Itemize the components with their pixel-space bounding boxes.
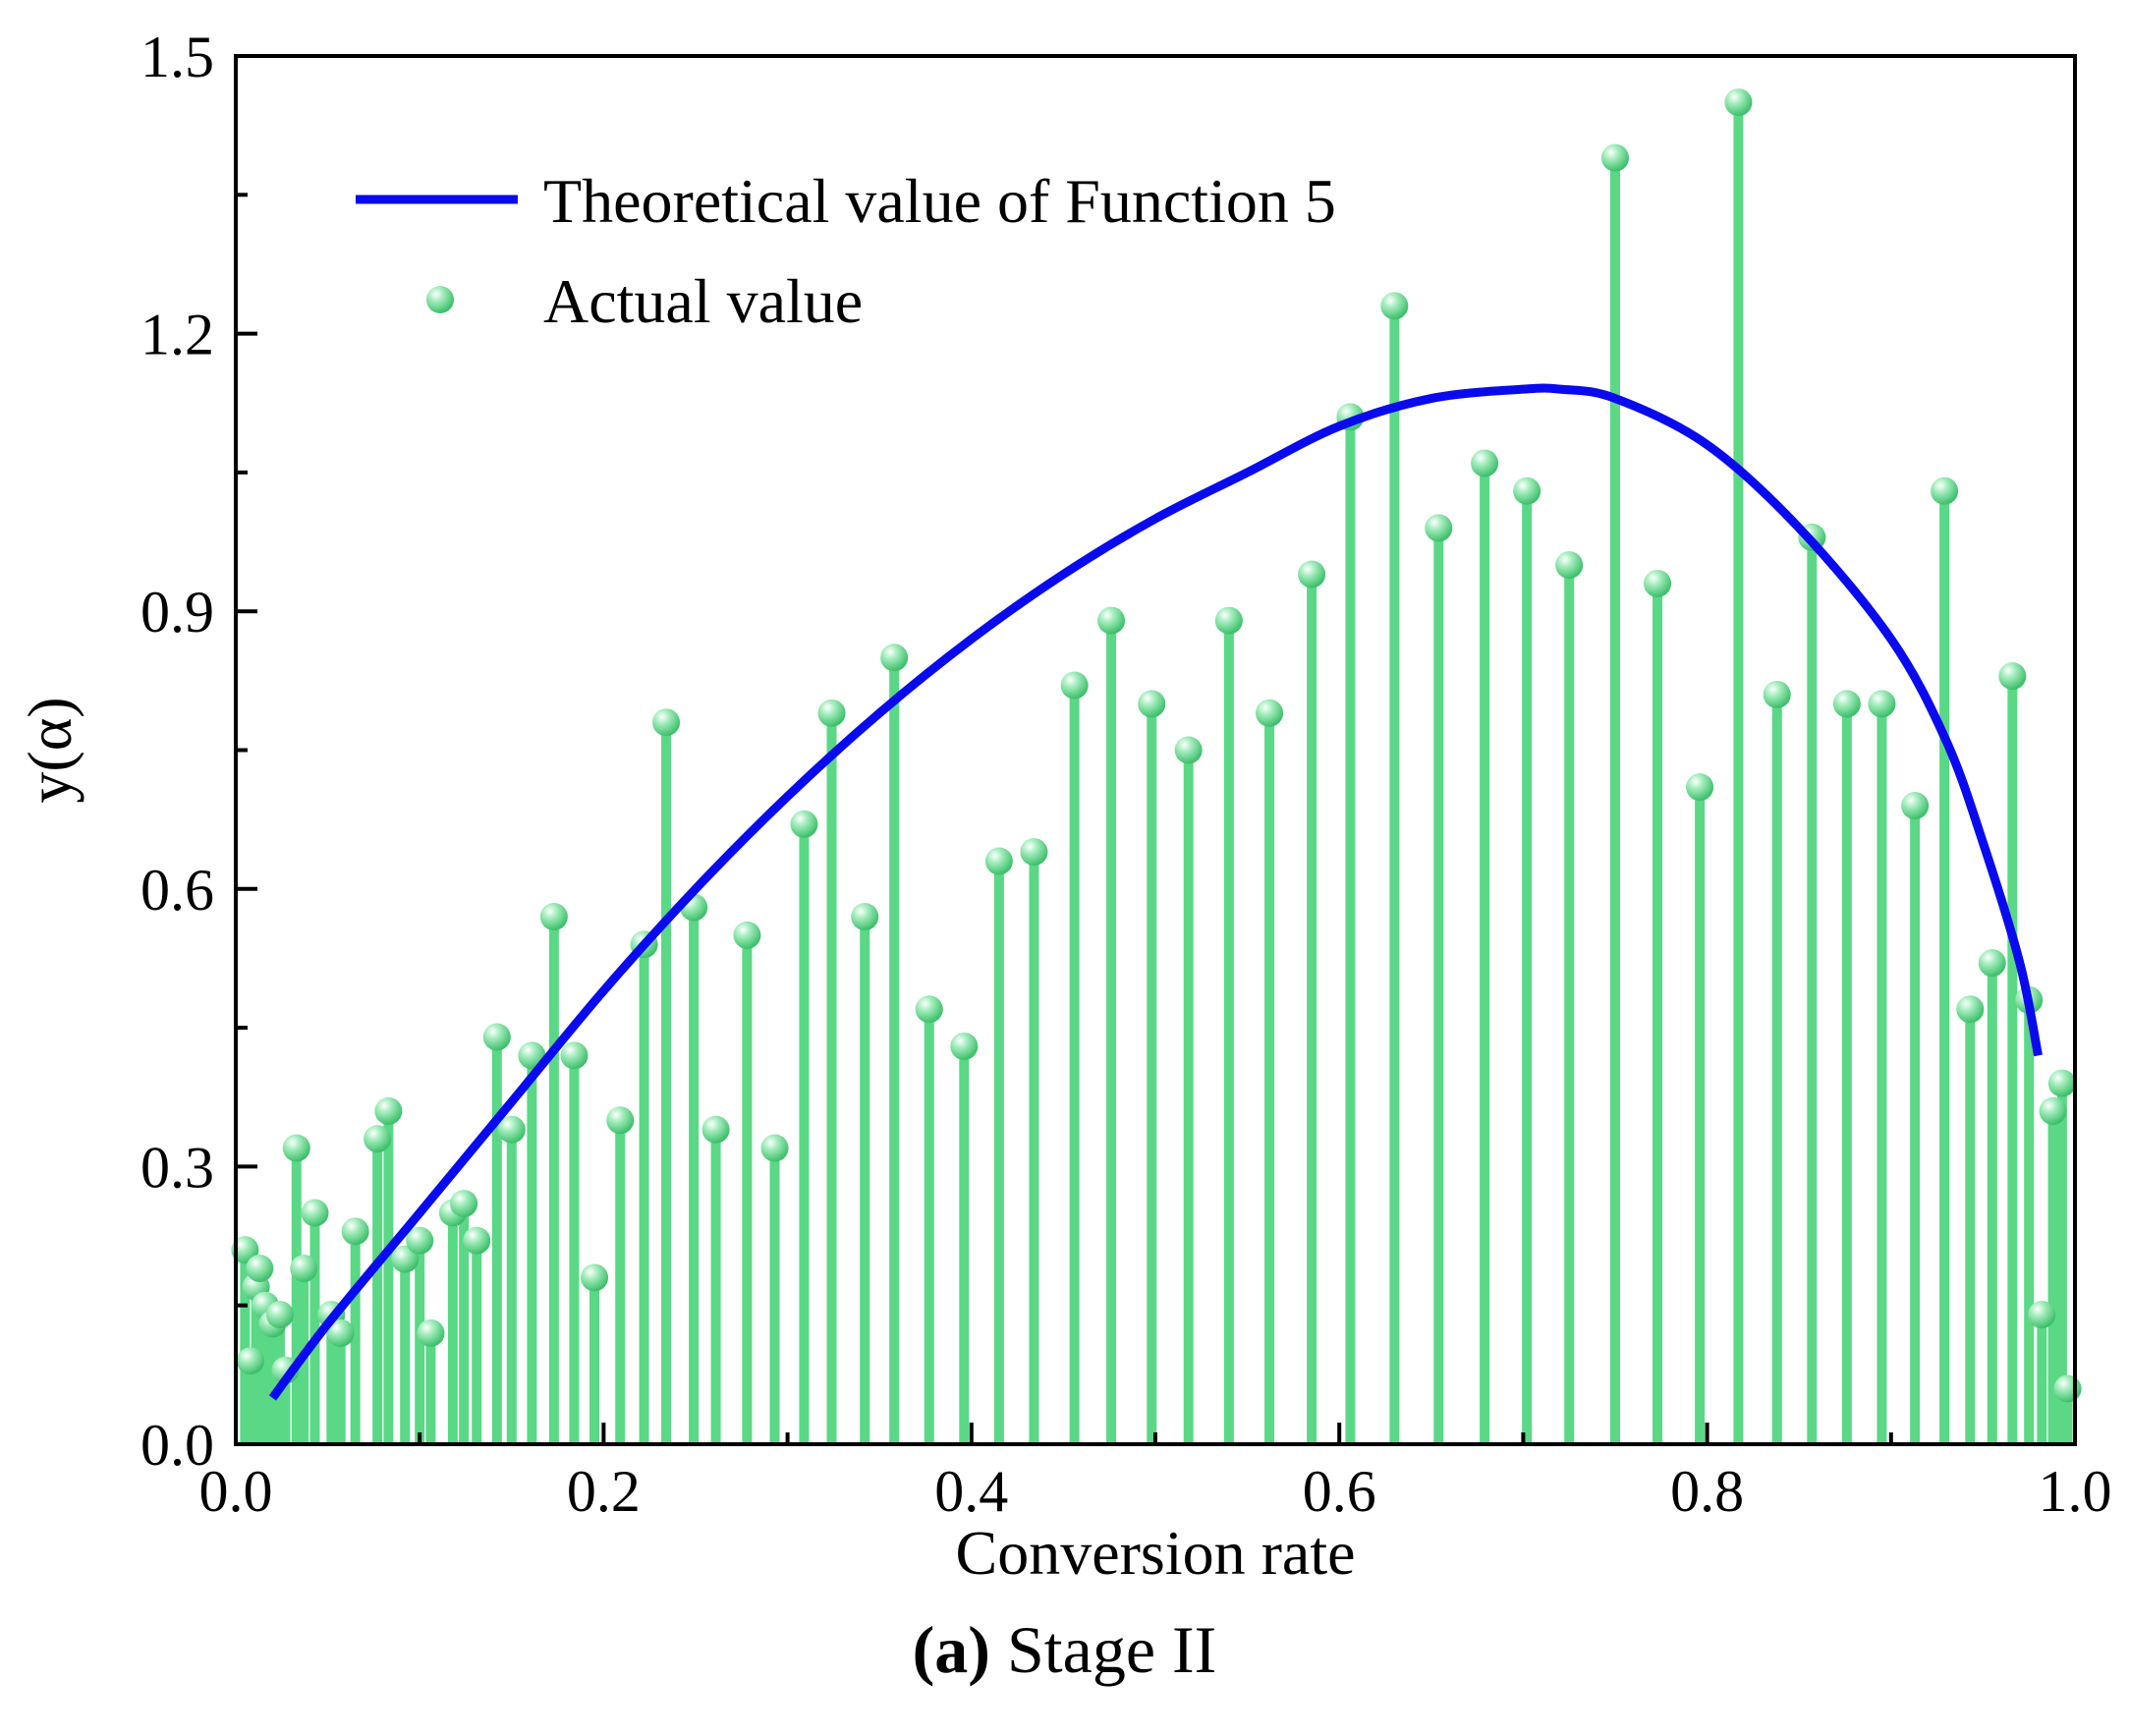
x-tick-label-2: 0.4 [934, 1459, 1008, 1524]
data-point-60 [1763, 680, 1791, 708]
data-point-57 [1644, 569, 1672, 597]
x-tick-label-1: 0.2 [567, 1459, 641, 1524]
data-point-34 [760, 1134, 789, 1162]
x-tick-label-4: 0.8 [1670, 1459, 1744, 1524]
data-point-16 [391, 1245, 420, 1273]
data-point-66 [1956, 995, 1985, 1024]
data-point-72 [2047, 1069, 2076, 1097]
figure-caption: (a) Stage II [0, 1611, 2129, 1689]
x-tick-label-0: 0.0 [199, 1459, 273, 1524]
data-point-47 [1214, 606, 1243, 635]
y-tick-label-3: 0.9 [140, 580, 214, 644]
data-point-8 [282, 1134, 310, 1162]
y-tick-label-2: 0.6 [140, 858, 214, 923]
data-point-14 [364, 1125, 392, 1153]
data-point-54 [1513, 476, 1541, 505]
stem-layer [231, 88, 2082, 1444]
data-point-9 [290, 1255, 318, 1283]
data-point-62 [1832, 690, 1861, 718]
caption-label: (a) [912, 1612, 990, 1687]
axis-ticks: 0.0 0.2 0.4 0.6 0.8 1.0 0.0 0.3 0.6 0.9 1.2 1.5 [140, 25, 2112, 1524]
data-point-45 [1138, 690, 1166, 718]
data-point-10 [301, 1199, 329, 1227]
x-tick-label-3: 0.6 [1303, 1459, 1376, 1524]
y-tick-label-1: 0.3 [140, 1135, 214, 1200]
data-point-64 [1901, 792, 1930, 820]
data-point-49 [1298, 560, 1326, 588]
data-point-1 [236, 1347, 264, 1375]
data-point-25 [539, 903, 568, 931]
theoretical-line-layer [268, 383, 2043, 1401]
data-point-55 [1555, 551, 1584, 580]
data-point-0 [231, 1236, 259, 1264]
data-point-51 [1380, 292, 1409, 320]
data-point-63 [1868, 690, 1896, 718]
data-point-59 [1724, 88, 1753, 117]
data-point-26 [560, 1041, 588, 1070]
data-point-13 [341, 1217, 369, 1246]
data-point-53 [1471, 449, 1499, 477]
data-point-73 [2053, 1374, 2082, 1403]
theoretical-line [268, 383, 2043, 1401]
data-point-30 [652, 708, 681, 737]
data-point-65 [1931, 476, 1959, 505]
x-tick-label-5: 1.0 [2039, 1459, 2112, 1524]
data-point-27 [581, 1263, 609, 1292]
data-point-3 [246, 1255, 274, 1283]
data-point-23 [497, 1115, 526, 1144]
data-point-38 [880, 644, 909, 672]
data-point-40 [950, 1032, 979, 1060]
data-point-33 [733, 921, 761, 949]
data-point-37 [851, 903, 879, 931]
data-point-44 [1097, 606, 1126, 635]
data-point-22 [482, 1023, 511, 1051]
data-point-67 [1978, 949, 2006, 978]
data-point-17 [406, 1226, 434, 1255]
data-point-21 [463, 1226, 491, 1255]
data-point-52 [1425, 514, 1453, 542]
legend-line-label: Theoretical value of Function 5 [543, 166, 1336, 236]
legend: Theoretical value of Function 5 Actual v… [356, 166, 1336, 336]
y-tick-label-0: 0.0 [140, 1413, 214, 1478]
data-point-6 [265, 1301, 294, 1329]
data-point-71 [2039, 1096, 2067, 1125]
data-point-39 [915, 995, 943, 1024]
data-point-43 [1060, 671, 1089, 700]
data-point-36 [817, 699, 846, 727]
data-point-48 [1256, 699, 1284, 727]
data-point-20 [450, 1190, 478, 1218]
y-axis-label: y(α) [15, 697, 84, 803]
data-point-28 [606, 1106, 635, 1135]
data-point-15 [374, 1096, 403, 1125]
caption-text: Stage II [989, 1612, 1217, 1687]
y-tick-label-4: 1.2 [140, 303, 214, 367]
data-point-58 [1686, 773, 1714, 802]
data-point-35 [790, 810, 818, 838]
data-point-70 [2028, 1301, 2056, 1329]
data-point-46 [1174, 736, 1203, 764]
data-point-12 [326, 1318, 355, 1347]
data-point-56 [1601, 143, 1629, 172]
legend-marker-label: Actual value [543, 266, 863, 336]
axis-labels: Conversion rate y(α) [15, 697, 1356, 1588]
x-axis-label: Conversion rate [956, 1518, 1356, 1588]
legend-marker-swatch [426, 286, 454, 313]
data-point-18 [417, 1318, 445, 1347]
data-point-32 [701, 1115, 730, 1144]
y-tick-label-5: 1.5 [140, 25, 214, 89]
data-point-42 [1020, 838, 1048, 867]
data-point-68 [1998, 662, 2027, 691]
data-point-41 [984, 847, 1013, 875]
